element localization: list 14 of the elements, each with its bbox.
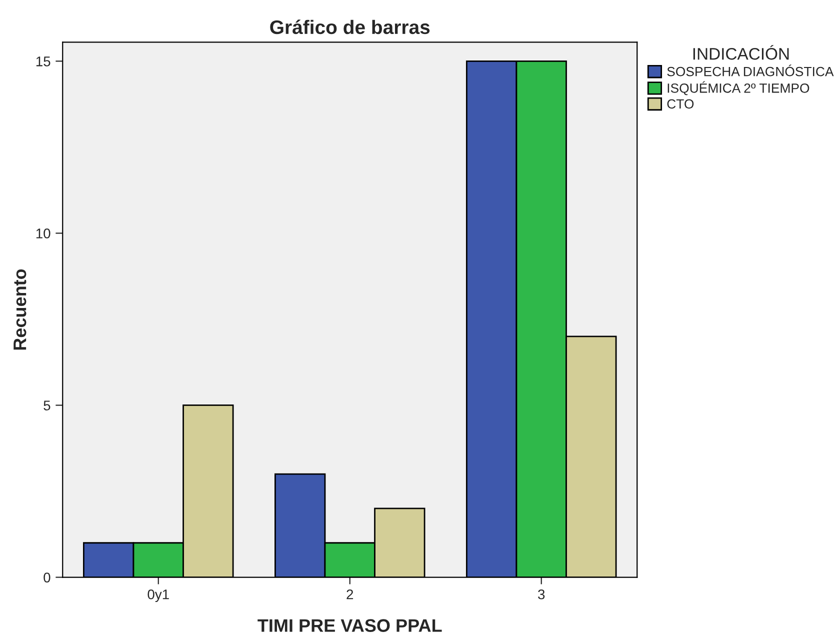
x-axis-title: TIMI PRE VASO PPAL <box>258 619 442 632</box>
legend-label: CTO <box>667 99 694 109</box>
y-tick-label: 15 <box>36 56 50 66</box>
legend-label: SOSPECHA DIAGNÓSTICA <box>667 64 834 76</box>
x-tick-label: 2 <box>346 589 354 600</box>
chart-title: Gráfico de barras <box>270 20 430 34</box>
legend-label: ISQUÉMICA 2º TIEMPO <box>668 81 810 96</box>
y-tick-label: 10 <box>36 228 50 238</box>
x-tick-label: 0y1 <box>148 589 169 602</box>
x-tick-label: 3 <box>538 589 545 600</box>
y-axis-title: Recuento <box>14 269 26 350</box>
legend-title: INDICACIÓN <box>693 45 789 60</box>
y-tick-label: 0 <box>44 572 50 582</box>
y-tick-label: 5 <box>44 400 50 410</box>
